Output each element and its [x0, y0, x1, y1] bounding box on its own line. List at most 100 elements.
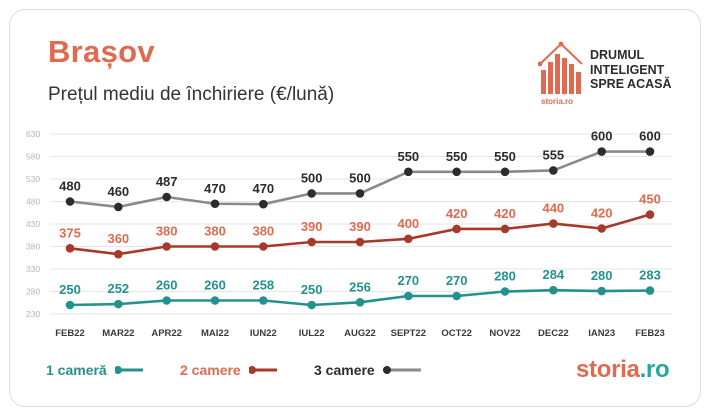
data-label: 420: [494, 206, 516, 221]
data-point: [259, 296, 268, 305]
data-point: [65, 197, 75, 206]
legend-label: 1 cameră: [46, 362, 107, 378]
data-label: 480: [59, 179, 81, 194]
x-tick-label: IUL22: [299, 328, 325, 339]
data-label: 280: [494, 269, 516, 284]
data-point: [307, 300, 316, 310]
storia-house-logo-icon: [538, 41, 583, 94]
data-point: [355, 298, 365, 307]
data-point: [162, 296, 171, 305]
x-tick-label: AUG22: [344, 328, 376, 339]
legend-swatch-icon: [382, 366, 421, 374]
data-point: [259, 199, 268, 209]
data-point: [549, 219, 558, 228]
x-tick-label: DEC22: [538, 328, 569, 339]
data-label: 284: [542, 267, 564, 282]
data-label: 280: [591, 268, 613, 283]
data-label: 500: [301, 170, 323, 185]
legend-swatch-icon: [248, 366, 277, 374]
y-tick-label: 580: [26, 152, 40, 162]
data-point: [65, 300, 75, 310]
data-label: 420: [591, 206, 613, 221]
data-label: 500: [349, 170, 371, 185]
x-tick-label: SEPT22: [391, 328, 426, 339]
data-label: 256: [349, 279, 371, 294]
data-point: [452, 167, 461, 177]
data-point: [645, 147, 655, 156]
tagline-line: DRUMUL: [590, 48, 645, 62]
y-tick-label: 280: [26, 287, 40, 297]
y-tick-label: 230: [26, 309, 40, 319]
data-label: 380: [156, 224, 178, 239]
data-point: [162, 242, 171, 251]
data-point: [452, 224, 461, 234]
data-point: [114, 202, 123, 212]
data-label: 250: [59, 282, 81, 297]
data-point: [114, 249, 123, 259]
chart-subtitle: Prețul mediu de închiriere (€/lună): [48, 84, 335, 105]
data-label: 550: [397, 149, 419, 164]
x-tick-label: IAN23: [588, 328, 615, 339]
data-label: 555: [542, 147, 564, 162]
y-tick-label: 380: [26, 242, 40, 252]
x-tick-label: IUN22: [250, 328, 277, 339]
data-point: [404, 167, 413, 177]
data-point: [500, 224, 510, 234]
data-label: 260: [156, 278, 178, 293]
x-tick-label: MAI22: [201, 328, 229, 339]
data-label: 375: [59, 225, 81, 240]
data-label: 360: [107, 231, 129, 246]
x-tick-label: APR22: [151, 328, 182, 339]
page-title: Brașov: [48, 34, 155, 69]
data-label: 420: [446, 206, 468, 221]
tagline-line: INTELIGENT: [590, 62, 665, 77]
legend-swatch-icon: [114, 366, 143, 374]
x-tick-label: OCT22: [441, 328, 472, 339]
legend-item-2-camere: 2 camere: [180, 360, 277, 380]
y-tick-label: 630: [26, 129, 40, 139]
data-label: 260: [204, 278, 226, 293]
data-label: 550: [446, 149, 468, 164]
y-tick-label: 480: [26, 197, 40, 207]
data-label: 487: [156, 174, 178, 189]
data-point: [597, 147, 606, 156]
data-label: 470: [204, 181, 226, 196]
data-point: [307, 189, 316, 198]
data-point: [404, 291, 413, 301]
data-label: 440: [542, 201, 564, 216]
data-point: [307, 237, 316, 247]
tagline: DRUMUL INTELIGENT SPRE ACASĂ: [590, 48, 672, 92]
data-point: [65, 244, 75, 253]
data-point: [162, 192, 171, 202]
x-tick-label: FEB23: [635, 328, 665, 339]
brand-tld: .ro: [639, 356, 670, 383]
data-label: 600: [591, 129, 613, 144]
data-label: 270: [446, 273, 468, 288]
legend-item-3-camere: 3 camere: [314, 360, 421, 380]
data-label: 450: [639, 192, 661, 207]
data-label: 270: [397, 273, 419, 288]
y-tick-label: 430: [26, 219, 40, 229]
data-label: 390: [301, 219, 323, 234]
data-point: [597, 224, 606, 233]
data-label: 470: [252, 181, 274, 196]
brand-name: storia: [576, 356, 640, 383]
data-point: [645, 286, 655, 295]
logo-caption: storia.ro: [541, 97, 574, 106]
data-label: 600: [639, 129, 661, 144]
x-tick-label: FEB22: [55, 328, 85, 339]
data-label: 380: [204, 224, 226, 239]
data-point: [259, 242, 268, 251]
data-point: [500, 167, 510, 177]
x-tick-label: MAR22: [102, 328, 134, 339]
data-point: [210, 242, 220, 251]
data-point: [210, 296, 220, 305]
data-label: 380: [252, 224, 274, 239]
data-label: 400: [397, 216, 419, 231]
legend-label: 3 camere: [314, 362, 375, 378]
data-point: [549, 285, 558, 295]
data-point: [645, 210, 655, 219]
data-point: [114, 299, 123, 309]
data-point: [597, 286, 606, 296]
